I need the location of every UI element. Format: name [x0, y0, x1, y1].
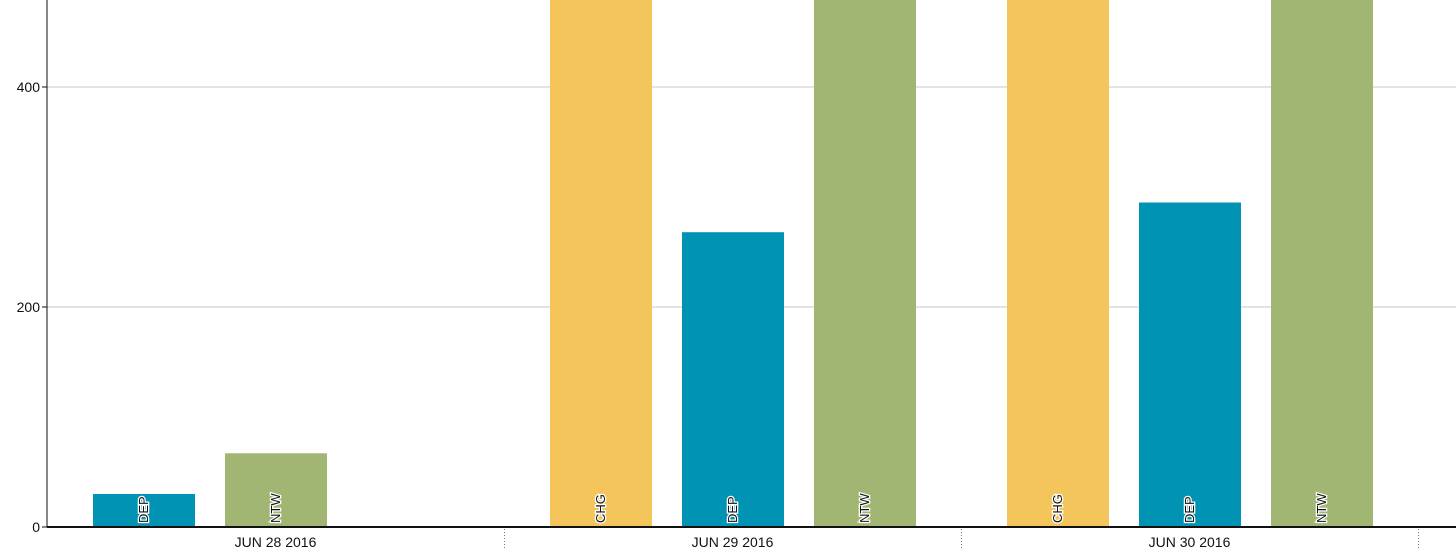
bar-ntw: [1271, 0, 1373, 527]
bar-label: CHG: [593, 494, 608, 523]
bar-ntw: [225, 453, 327, 527]
x-tick-label: JUN 28 2016: [235, 534, 317, 550]
axes: [42, 0, 1456, 550]
bar-dep: [93, 494, 195, 527]
labels: 0 200 400 DEP NTW CHG DEP NTW CHG DEP NTW JUN 28 20…: [17, 79, 1331, 550]
y-tick-label: 0: [32, 519, 40, 535]
x-tick-label: JUN 29 2016: [692, 534, 774, 550]
bar-label: CHG: [1050, 494, 1065, 523]
x-tick-label: JUN 30 2016: [1149, 534, 1231, 550]
bar-ntw: [814, 0, 916, 527]
bar-label: DEP: [725, 496, 740, 523]
bar-label: NTW: [268, 493, 283, 523]
bar-label: NTW: [857, 493, 872, 523]
bar-label: NTW: [1314, 493, 1329, 523]
bar-dep: [1139, 202, 1241, 527]
y-tick-label: 200: [17, 299, 41, 315]
bar-dep: [682, 232, 784, 527]
bar-chg: [1007, 0, 1109, 527]
bar-label: DEP: [136, 496, 151, 523]
bars: [93, 0, 1373, 527]
bar-chg: [550, 0, 652, 527]
bar-label: DEP: [1182, 496, 1197, 523]
y-tick-label: 400: [17, 79, 41, 95]
